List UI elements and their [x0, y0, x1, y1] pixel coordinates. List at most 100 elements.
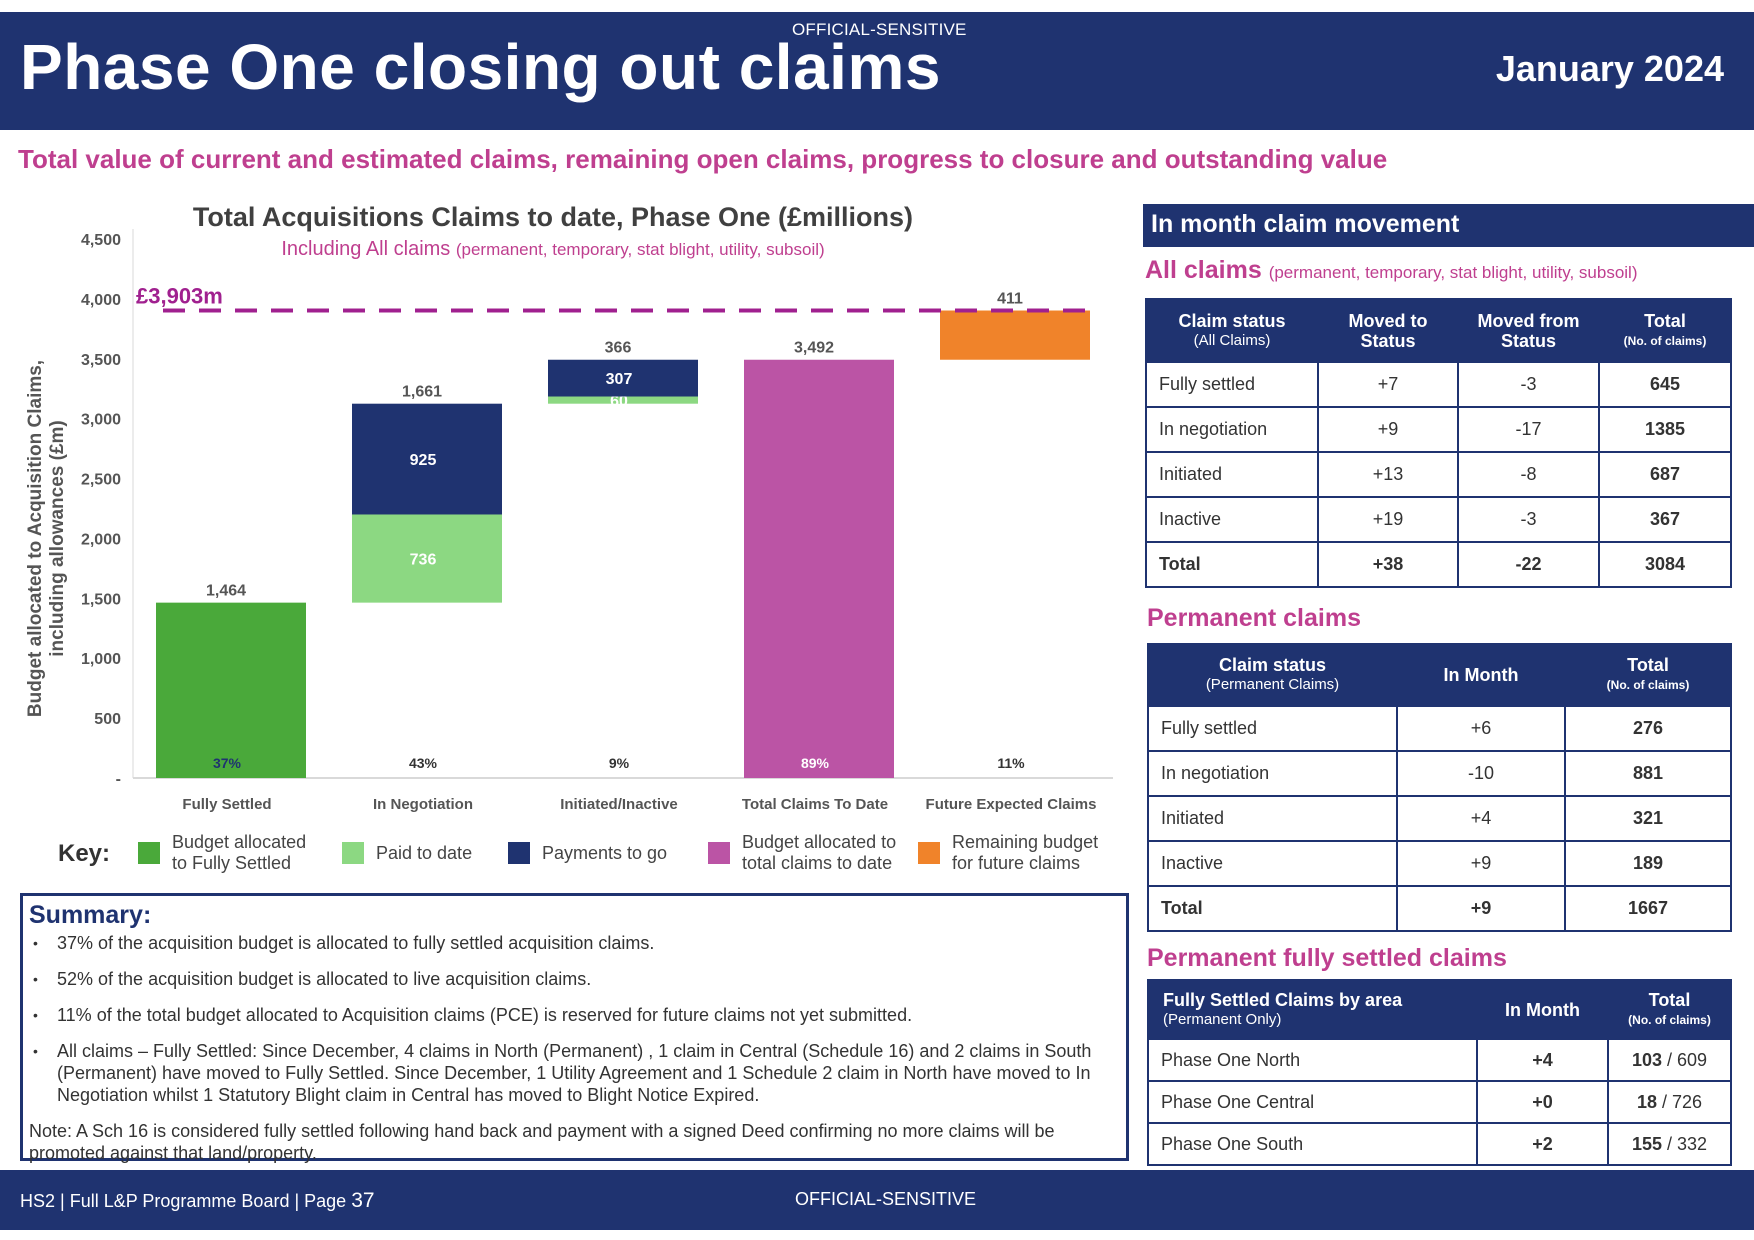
- cell-moved-to: +13: [1317, 451, 1459, 498]
- table-header-row: Claim status (Permanent Claims) In Month…: [1147, 643, 1732, 707]
- cell-of: / 609: [1662, 1049, 1708, 1070]
- cell-total: 276: [1564, 705, 1732, 752]
- table-header-row: Claim status (All Claims) Moved to Statu…: [1145, 298, 1732, 363]
- cell-total: 321: [1564, 795, 1732, 842]
- col-header-area: Fully Settled Claims by area (Permanent …: [1147, 979, 1478, 1040]
- cell-total: 881: [1564, 750, 1732, 797]
- cell-status: Initiated: [1147, 795, 1398, 842]
- col-header-total-label: Total: [1648, 989, 1691, 1010]
- summary-bullet: All claims – Fully Settled: Since Decemb…: [29, 1040, 1120, 1106]
- key-text: Budget allocated to total claims to date: [742, 832, 897, 873]
- cell-moved-from: -3: [1457, 496, 1600, 543]
- summary-box: Summary: 37% of the acquisition budget i…: [20, 893, 1129, 1163]
- summary-title: Summary:: [29, 901, 152, 929]
- waterfall-chart: Total Acquisitions Claims to date, Phase…: [18, 190, 1128, 880]
- bar-segment-paid: [352, 514, 502, 603]
- cell-area: Phase One North: [1147, 1038, 1478, 1082]
- cell-settled: 18: [1636, 1091, 1657, 1112]
- col-header-status: Claim status (All Claims): [1145, 298, 1319, 363]
- x-tick-label: In Negotiation: [373, 796, 473, 813]
- cell-moved-to: +19: [1317, 496, 1459, 543]
- col-header-status-sub: (Permanent Claims): [1205, 676, 1340, 693]
- table-row: Initiated +4 321: [1147, 795, 1732, 842]
- y-tick-label: 3,000: [81, 412, 121, 429]
- col-header-moved-from: Moved from Status: [1457, 298, 1600, 363]
- cell-status: In negotiation: [1147, 750, 1398, 797]
- chart-key: Key: Budget allocated to Fully Settled P…: [30, 832, 1130, 882]
- cell-moved-from: -8: [1457, 451, 1600, 498]
- table-row: Inactive +19 -3 367: [1145, 496, 1732, 543]
- bar-percent-label: 89%: [801, 755, 830, 771]
- key-item-paid: Paid to date: [342, 832, 506, 874]
- cell-area: Phase One Central: [1147, 1080, 1478, 1124]
- y-tick-label: 500: [94, 711, 121, 728]
- cell-moved-to: +9: [1317, 406, 1459, 453]
- col-header-moved-to: Moved to Status: [1317, 298, 1459, 363]
- table-row: Phase One Central +0 18 / 726: [1147, 1080, 1732, 1124]
- cell-in-month: +9: [1396, 885, 1566, 932]
- permanent-claims-title: Permanent claims: [1147, 604, 1361, 632]
- cell-total: 1385: [1598, 406, 1732, 453]
- all-claims-title-main: All claims: [1145, 256, 1262, 284]
- y-tick-label: 3,500: [81, 352, 121, 369]
- col-header-in-month: In Month: [1476, 979, 1609, 1040]
- y-tick-label: 4,000: [81, 292, 121, 309]
- bar-total-label: 411: [997, 291, 1023, 308]
- all-claims-title-small: (permanent, temporary, stat blight, util…: [1268, 263, 1638, 282]
- footer-text: HS2 | Full L&P Programme Board | Page: [20, 1191, 347, 1211]
- key-label: Key:: [58, 840, 111, 867]
- permanent-claims-table: Claim status (Permanent Claims) In Month…: [1147, 643, 1732, 932]
- col-header-total-sub: (No. of claims): [1623, 333, 1707, 348]
- all-claims-title: All claims (permanent, temporary, stat b…: [1145, 256, 1637, 285]
- summary-list: 37% of the acquisition budget is allocat…: [29, 932, 1120, 1106]
- cell-total: 1667: [1564, 885, 1732, 932]
- bar-segment-settled: [156, 602, 306, 778]
- cell-of: / 332: [1662, 1133, 1708, 1154]
- bar-total-label: 1,661: [402, 384, 442, 401]
- bar-segment-togo: [352, 403, 502, 515]
- cell-status: Fully settled: [1145, 361, 1319, 408]
- col-header-status-sub: (All Claims): [1193, 331, 1271, 349]
- cell-total: 103 / 609: [1607, 1038, 1732, 1082]
- chart-subtitle-main: Including All claims: [281, 238, 451, 260]
- cell-total: 645: [1598, 361, 1732, 408]
- table-row: In negotiation +9 -17 1385: [1145, 406, 1732, 453]
- cell-in-month: +4: [1476, 1038, 1609, 1082]
- table-row: Phase One South +2 155 / 332: [1147, 1122, 1732, 1166]
- cell-moved-to: +7: [1317, 361, 1459, 408]
- page-subtitle: Total value of current and estimated cla…: [18, 144, 1388, 174]
- cell-status: Inactive: [1145, 496, 1319, 543]
- key-swatch: [508, 842, 530, 864]
- bar-segment-total: [744, 359, 894, 778]
- x-tick-label: Initiated/Inactive: [560, 796, 678, 813]
- col-header-total-label: Total: [1627, 655, 1669, 675]
- key-text: Paid to date: [376, 843, 473, 863]
- cell-settled: 155: [1631, 1133, 1662, 1154]
- col-header-status: Claim status (Permanent Claims): [1147, 643, 1398, 707]
- cell-status: In negotiation: [1145, 406, 1319, 453]
- cell-in-month: +0: [1476, 1080, 1609, 1124]
- cell-status: Total: [1145, 541, 1319, 588]
- footer-programme: HS2 | Full L&P Programme Board | Page 37: [20, 1189, 375, 1213]
- cell-moved-from: -3: [1457, 361, 1600, 408]
- chart-subtitle-small: (permanent, temporary, stat blight, util…: [455, 240, 825, 259]
- cell-moved-from: -22: [1457, 541, 1600, 588]
- cell-total: 687: [1598, 451, 1732, 498]
- report-date: January 2024: [1495, 48, 1724, 89]
- bar-segment-label: 736: [410, 552, 437, 569]
- settled-claims-title: Permanent fully settled claims: [1147, 944, 1507, 972]
- col-header-status-label: Claim status: [1218, 655, 1327, 675]
- col-header-status-label: Claim status: [1178, 310, 1286, 331]
- cell-status: Initiated: [1145, 451, 1319, 498]
- key-item-togo: Payments to go: [508, 832, 692, 874]
- key-item-settled: Budget allocated to Fully Settled: [138, 832, 322, 874]
- col-header-total: Total (No. of claims): [1598, 298, 1732, 363]
- page-number: 37: [351, 1189, 375, 1212]
- y-tick-label: 2,000: [81, 531, 121, 548]
- cell-settled: 103: [1631, 1049, 1662, 1070]
- cell-total: 18 / 726: [1607, 1080, 1732, 1124]
- cell-in-month: +2: [1476, 1122, 1609, 1166]
- x-tick-label: Future Expected Claims: [926, 796, 1097, 813]
- cell-in-month: -10: [1396, 750, 1566, 797]
- col-header-total: Total (No. of claims): [1564, 643, 1732, 707]
